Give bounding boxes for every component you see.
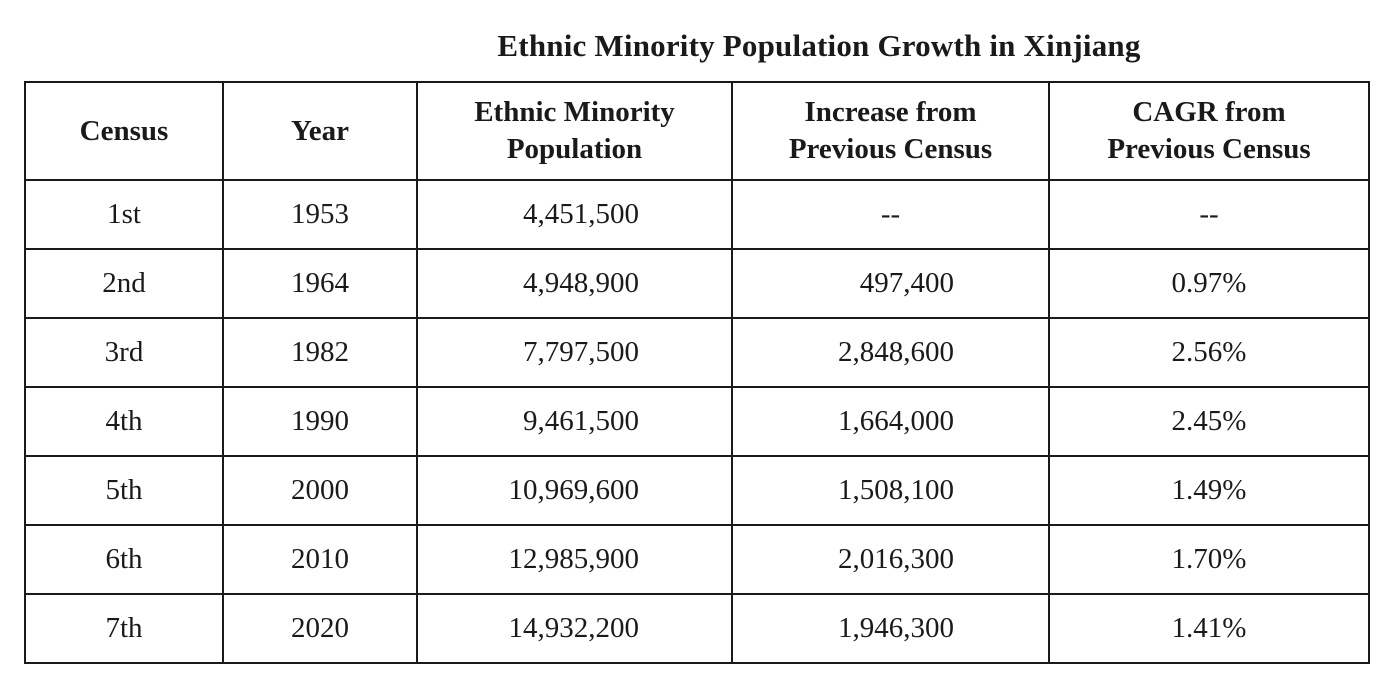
table-row: 7th 2020 14,932,200 1,946,300 1.41% <box>24 593 1370 664</box>
cell-census: 4th <box>24 386 224 457</box>
table-title: Ethnic Minority Population Growth in Xin… <box>497 28 1141 63</box>
cell-census: 1st <box>24 179 224 250</box>
header-year: Year <box>222 81 418 181</box>
header-population: Ethnic Minority Population <box>416 81 733 181</box>
cell-census: 3rd <box>24 317 224 388</box>
cell-population: 14,932,200 <box>416 593 733 664</box>
cell-year: 1964 <box>222 248 418 319</box>
cell-population: 7,797,500 <box>416 317 733 388</box>
cell-increase: -- <box>731 179 1050 250</box>
table-row: 6th 2010 12,985,900 2,016,300 1.70% <box>24 524 1370 595</box>
cell-population: 4,451,500 <box>416 179 733 250</box>
population-table: Census Year Ethnic Minority Population I… <box>24 81 1370 664</box>
cell-increase: 1,664,000 <box>731 386 1050 457</box>
header-row: Census Year Ethnic Minority Population I… <box>24 81 1370 181</box>
cell-increase: 2,016,300 <box>731 524 1050 595</box>
cell-census: 7th <box>24 593 224 664</box>
table-row: 3rd 1982 7,797,500 2,848,600 2.56% <box>24 317 1370 388</box>
cell-increase: 2,848,600 <box>731 317 1050 388</box>
cell-year: 2000 <box>222 455 418 526</box>
cell-cagr: 0.97% <box>1048 248 1370 319</box>
population-table-container: Census Year Ethnic Minority Population I… <box>24 81 1370 664</box>
cell-cagr: 2.45% <box>1048 386 1370 457</box>
cell-census: 5th <box>24 455 224 526</box>
cell-population: 9,461,500 <box>416 386 733 457</box>
cell-increase: 1,946,300 <box>731 593 1050 664</box>
cell-cagr: 2.56% <box>1048 317 1370 388</box>
header-census: Census <box>24 81 224 181</box>
cell-year: 1953 <box>222 179 418 250</box>
cell-population: 10,969,600 <box>416 455 733 526</box>
cell-population: 4,948,900 <box>416 248 733 319</box>
header-cagr: CAGR from Previous Census <box>1048 81 1370 181</box>
cell-year: 2010 <box>222 524 418 595</box>
cell-census: 2nd <box>24 248 224 319</box>
header-increase: Increase from Previous Census <box>731 81 1050 181</box>
table-row: 2nd 1964 4,948,900 497,400 0.97% <box>24 248 1370 319</box>
cell-census: 6th <box>24 524 224 595</box>
cell-increase: 497,400 <box>731 248 1050 319</box>
table-row: 1st 1953 4,451,500 -- -- <box>24 179 1370 250</box>
table-row: 5th 2000 10,969,600 1,508,100 1.49% <box>24 455 1370 526</box>
cell-cagr: 1.70% <box>1048 524 1370 595</box>
cell-year: 1982 <box>222 317 418 388</box>
cell-cagr: -- <box>1048 179 1370 250</box>
cell-increase: 1,508,100 <box>731 455 1050 526</box>
cell-cagr: 1.41% <box>1048 593 1370 664</box>
table-row: 4th 1990 9,461,500 1,664,000 2.45% <box>24 386 1370 457</box>
cell-year: 1990 <box>222 386 418 457</box>
cell-population: 12,985,900 <box>416 524 733 595</box>
cell-cagr: 1.49% <box>1048 455 1370 526</box>
cell-year: 2020 <box>222 593 418 664</box>
